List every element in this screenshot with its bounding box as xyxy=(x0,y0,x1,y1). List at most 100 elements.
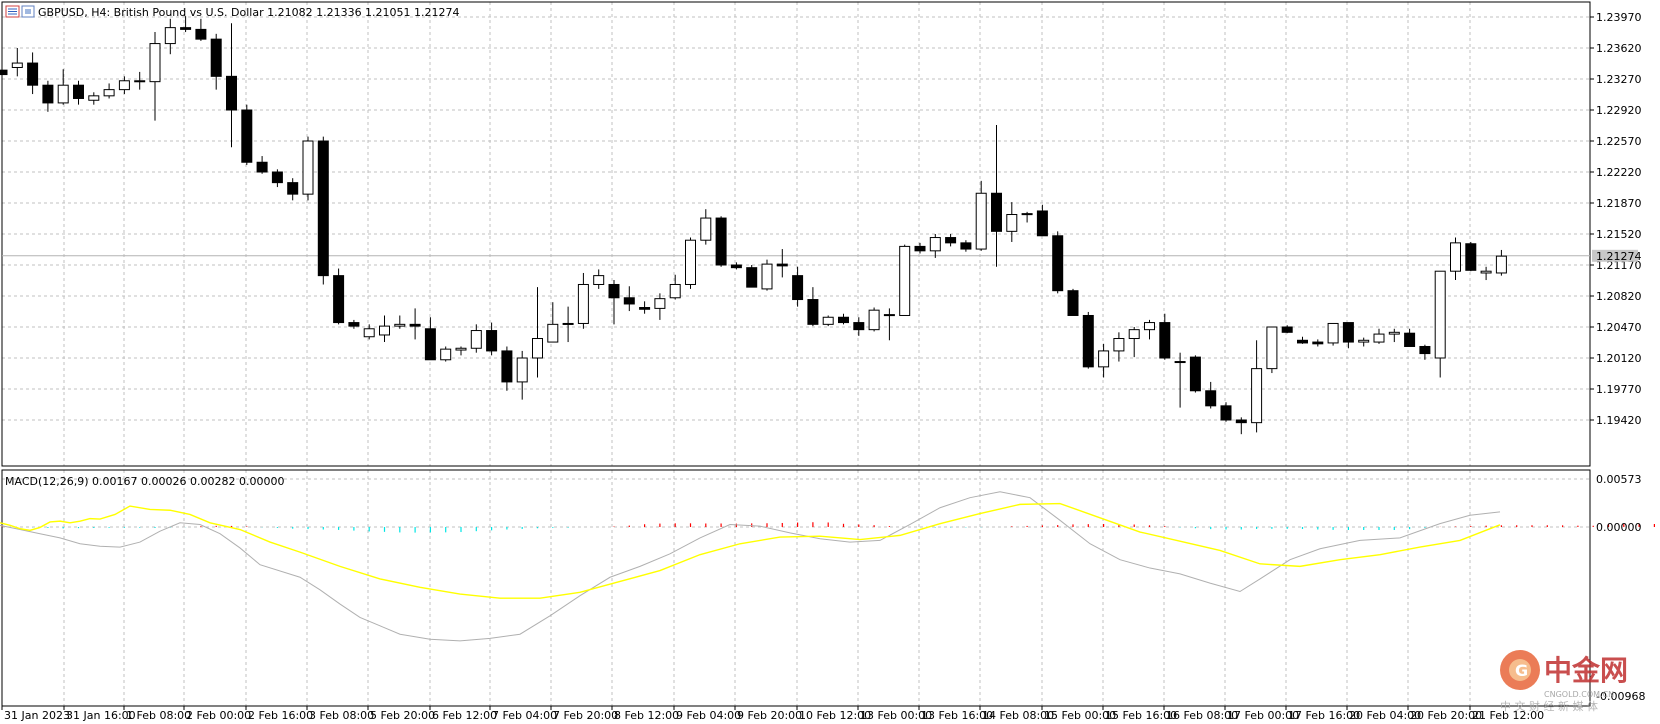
candle xyxy=(57,69,69,105)
candle xyxy=(486,322,498,356)
brand-name: 中金网 xyxy=(1544,654,1628,687)
macd-line xyxy=(0,491,1501,642)
price-tick-label: 1.23620 xyxy=(1596,42,1642,55)
price-tick-label: 1.21520 xyxy=(1596,228,1642,241)
price-tick-label: 1.22920 xyxy=(1596,104,1642,117)
candle xyxy=(317,136,329,285)
candle xyxy=(730,262,742,270)
candle xyxy=(394,315,406,329)
candle xyxy=(516,350,528,400)
candle xyxy=(118,76,130,95)
chart-header: GBPUSD, H4: British Pound vs U.S. Dollar… xyxy=(5,5,460,19)
svg-text:G: G xyxy=(1515,661,1528,680)
time-tick-label: 15 Feb 00:00 xyxy=(1044,709,1116,722)
candle xyxy=(1388,328,1400,343)
candle xyxy=(776,249,788,278)
price-tick-label: 1.21870 xyxy=(1596,197,1642,210)
candle xyxy=(822,315,834,327)
candle xyxy=(241,104,253,165)
candle xyxy=(746,265,758,288)
candle xyxy=(134,71,146,90)
candle xyxy=(608,280,620,325)
time-tick-label: 13 Feb 16:00 xyxy=(921,709,993,722)
candle xyxy=(562,306,574,343)
symbol-info: GBPUSD, H4: British Pound vs U.S. Dollar… xyxy=(38,6,460,19)
candle xyxy=(945,234,957,247)
candle xyxy=(226,23,237,148)
candle xyxy=(424,317,436,361)
candle xyxy=(1189,355,1201,393)
candle xyxy=(11,48,23,77)
candle xyxy=(1404,328,1416,347)
time-tick-label: 31 Jan 16:00 xyxy=(66,709,136,722)
candle xyxy=(180,16,192,33)
price-tick-label: 1.23970 xyxy=(1596,11,1642,24)
candle xyxy=(0,66,8,77)
candle xyxy=(868,307,880,332)
time-tick-label: 7 Feb 04:00 xyxy=(492,709,557,722)
time-tick-label: 2 Feb 00:00 xyxy=(186,709,251,722)
macd-histogram xyxy=(1,522,1656,533)
candle xyxy=(42,80,54,112)
candle xyxy=(685,237,696,289)
candle xyxy=(1113,332,1125,362)
candle xyxy=(1419,344,1431,360)
candle xyxy=(1220,402,1232,422)
time-tick-label: 13 Feb 00:00 xyxy=(860,709,932,722)
price-axis[interactable]: 1.23970 1.23620 1.23270 1.22920 1.22570 1.222… xyxy=(1590,11,1642,427)
candle xyxy=(883,308,895,341)
candle xyxy=(440,346,452,362)
candle xyxy=(914,242,926,254)
candle xyxy=(1159,313,1171,360)
candle xyxy=(1342,322,1354,349)
candle xyxy=(1373,328,1385,344)
candle xyxy=(1266,326,1278,374)
candle xyxy=(73,80,84,105)
candle xyxy=(593,269,605,289)
indicator-panel-frame xyxy=(1,469,1591,707)
candle xyxy=(1205,381,1217,409)
candle xyxy=(991,125,1002,267)
candle xyxy=(1281,325,1293,334)
template-icon[interactable] xyxy=(21,5,35,18)
time-tick-label: 10 Feb 12:00 xyxy=(799,709,871,722)
candle xyxy=(348,319,360,329)
candle xyxy=(1082,311,1094,369)
price-tick-label: 1.23270 xyxy=(1596,73,1642,86)
indicator-axis[interactable]: 0.00573 0.00000 -0.00968 xyxy=(1596,473,1645,703)
candle xyxy=(715,216,727,267)
time-tick-label: 16 Feb 08:00 xyxy=(1166,709,1238,722)
time-tick-label: 9 Feb 04:00 xyxy=(676,709,741,722)
indicator-tick-label: -0.00968 xyxy=(1596,690,1645,703)
candle xyxy=(210,33,222,90)
candle xyxy=(27,52,39,95)
candle xyxy=(807,287,819,327)
candle xyxy=(1174,352,1186,408)
candle xyxy=(501,346,513,391)
candle xyxy=(1052,231,1064,294)
price-tick-label: 1.20120 xyxy=(1596,352,1642,365)
candle xyxy=(287,178,299,201)
window-menu-icon[interactable] xyxy=(5,5,20,18)
time-tick-label: 9 Feb 20:00 xyxy=(737,709,802,722)
candle xyxy=(1235,417,1247,435)
brand-site: CNGOLD.COM.CN xyxy=(1544,690,1614,699)
current-price-tag: 1.21274 xyxy=(1592,249,1642,263)
time-tick-label: 21 Feb 12:00 xyxy=(1472,709,1544,722)
price-tick-label: 1.20820 xyxy=(1596,290,1642,303)
candle xyxy=(761,259,773,291)
candle xyxy=(1480,266,1492,281)
candle xyxy=(700,209,712,245)
candle xyxy=(853,317,865,336)
time-tick-label: 17 Feb 00:00 xyxy=(1227,709,1299,722)
candle xyxy=(363,324,375,340)
candle xyxy=(333,268,345,325)
candlestick-series xyxy=(0,16,1507,435)
time-tick-label: 3 Feb 08:00 xyxy=(309,709,374,722)
time-tick-label: 7 Feb 20:00 xyxy=(553,709,618,722)
candle xyxy=(1067,288,1079,316)
indicator-grid xyxy=(2,470,1590,706)
